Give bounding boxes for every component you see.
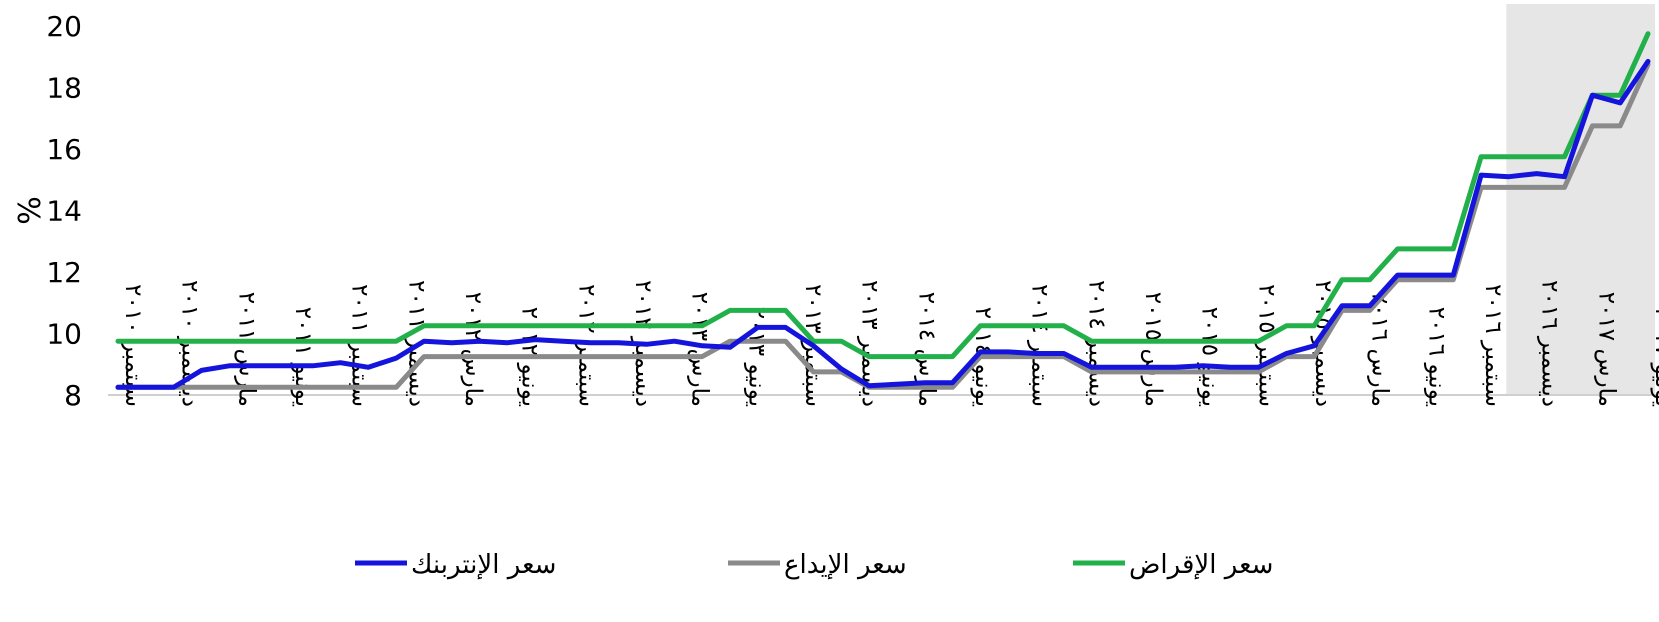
y-axis-label: % [13,196,48,225]
x-tick-label: ديسمبر ٢٠١٦ [1537,280,1563,407]
y-tick-label: 8 [64,379,82,412]
y-tick-label: 14 [46,195,82,228]
y-tick-label: 18 [46,72,82,105]
x-tick-label: يونيو ٢٠١١ [290,307,316,407]
y-tick-label: 12 [46,256,82,289]
x-tick-label: يونيو ٢٠١٦ [1423,307,1449,407]
legend-label: سعر الإقراض [1129,550,1273,580]
x-tick-label: مارس ٢٠١٢ [460,292,486,407]
y-axis-ticks: 8 10 12 14 16 18 20 [46,10,82,412]
legend-label: سعر الإنتربنك [411,550,556,580]
x-tick-label: مارس ٢٠١٥ [1140,292,1166,407]
y-tick-label: 10 [46,318,82,351]
x-tick-label: مارس ٢٠١٧ [1593,292,1619,407]
x-tick-label: سبتمبر ٢٠١٢ [573,284,599,407]
legend: سعر الإنتربنك سعر الإيداع سعر الإقراض [355,550,1273,580]
x-tick-label: يونيو ٢٠١٣ [743,307,769,407]
y-tick-label: 16 [46,133,82,166]
series-lines [115,31,1651,390]
y-tick-label: 20 [46,10,82,43]
legend-label: سعر الإيداع [784,550,907,580]
x-tick-label: سبتمبر ٢٠١٥ [1253,284,1279,407]
series-line [115,31,1651,360]
series-line [115,58,1651,390]
x-tick-label: يونيو ٢٠١٥ [1197,307,1223,407]
x-tick-label: مارس ٢٠١٣ [687,292,713,407]
x-tick-label: يونيو ٢٠١٧ [1650,307,1659,407]
x-tick-label: سبتمبر ٢٠١٤ [1027,284,1053,407]
x-tick-label: سبتمبر ٢٠١٦ [1480,284,1506,407]
